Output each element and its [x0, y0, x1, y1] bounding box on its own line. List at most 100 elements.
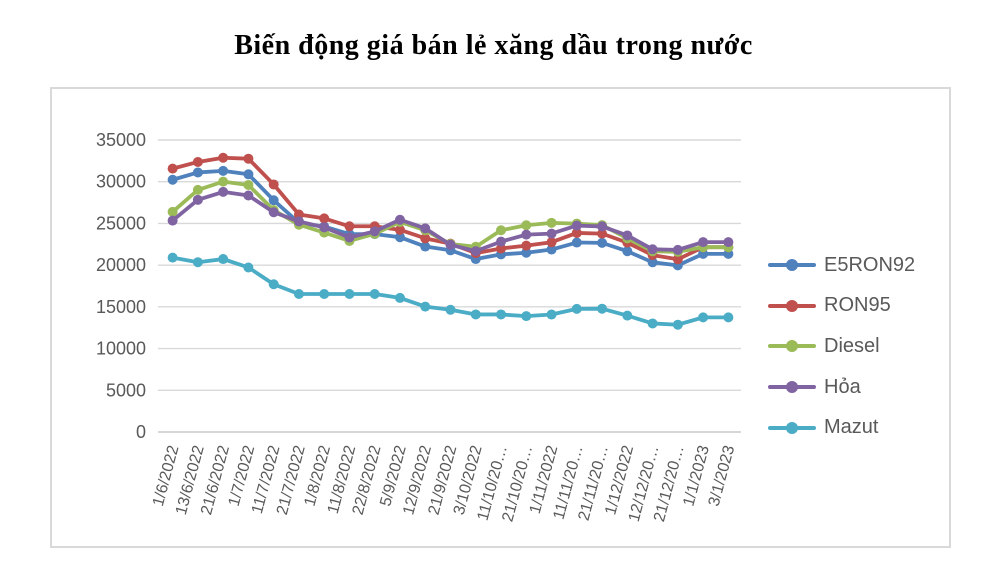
y-tick-label: 20000 — [96, 255, 146, 275]
data-point-Mazut — [647, 318, 658, 329]
data-point-Hỏa — [369, 226, 380, 237]
data-point-Mazut — [622, 310, 633, 321]
legend-item-Mazut: Mazut — [768, 416, 878, 440]
data-point-Hỏa — [571, 220, 582, 231]
legend-marker-icon — [768, 375, 816, 399]
data-point-Diesel — [521, 220, 532, 231]
data-point-Mazut — [369, 289, 380, 300]
data-point-Mazut — [293, 289, 304, 300]
data-point-RON95 — [571, 227, 582, 238]
data-point-Diesel — [192, 184, 203, 195]
data-point-E5RON92 — [546, 244, 557, 255]
data-point-Hỏa — [420, 223, 431, 234]
data-point-E5RON92 — [622, 246, 633, 257]
data-point-RON95 — [344, 221, 355, 232]
data-point-Hỏa — [293, 216, 304, 227]
data-point-Mazut — [167, 252, 178, 263]
data-point-E5RON92 — [394, 232, 405, 243]
y-tick-label: 15000 — [96, 297, 146, 317]
data-point-Hỏa — [597, 221, 608, 232]
data-point-RON95 — [546, 237, 557, 248]
data-point-Diesel — [167, 206, 178, 217]
data-point-Hỏa — [319, 222, 330, 233]
legend-label: Mazut — [824, 416, 879, 439]
legend-item-RON95: RON95 — [768, 294, 891, 318]
y-tick-label: 35000 — [96, 130, 146, 150]
data-point-Hỏa — [672, 244, 683, 255]
data-point-RON95 — [243, 153, 254, 164]
data-point-Hỏa — [344, 232, 355, 243]
data-point-RON95 — [167, 163, 178, 174]
data-point-E5RON92 — [218, 165, 229, 176]
data-point-Mazut — [470, 309, 481, 320]
data-point-Diesel — [243, 179, 254, 190]
y-tick-label: 5000 — [106, 380, 146, 400]
data-point-RON95 — [268, 179, 279, 190]
data-point-Diesel — [546, 217, 557, 228]
legend-marker-icon — [768, 294, 816, 318]
legend-item-Diesel: Diesel — [768, 334, 880, 358]
data-point-Mazut — [571, 303, 582, 314]
data-point-E5RON92 — [268, 195, 279, 206]
data-point-Hỏa — [243, 190, 254, 201]
data-point-Mazut — [445, 304, 456, 315]
data-point-E5RON92 — [420, 241, 431, 252]
legend-label: E5RON92 — [824, 253, 916, 276]
data-point-E5RON92 — [647, 257, 658, 268]
data-point-RON95 — [293, 209, 304, 220]
data-point-RON95 — [394, 224, 405, 235]
y-tick-label: 10000 — [96, 339, 146, 359]
data-point-E5RON92 — [521, 247, 532, 258]
data-point-Mazut — [319, 289, 330, 300]
legend-label: RON95 — [824, 294, 891, 317]
data-point-Mazut — [218, 254, 229, 265]
data-point-Mazut — [243, 262, 254, 273]
data-point-Mazut — [546, 309, 557, 320]
data-point-RON95 — [597, 228, 608, 239]
legend-marker-icon — [768, 416, 816, 440]
data-point-Mazut — [672, 319, 683, 330]
data-point-Mazut — [192, 257, 203, 268]
legend-marker-icon — [768, 334, 816, 358]
data-point-Hỏa — [394, 214, 405, 225]
data-point-Mazut — [268, 279, 279, 290]
data-point-E5RON92 — [167, 174, 178, 185]
data-point-RON95 — [496, 243, 507, 254]
data-point-Hỏa — [521, 229, 532, 240]
y-tick-label: 25000 — [96, 213, 146, 233]
data-point-RON95 — [521, 240, 532, 251]
data-point-Mazut — [394, 292, 405, 303]
data-point-Hỏa — [192, 194, 203, 205]
data-point-Hỏa — [470, 246, 481, 257]
data-point-Hỏa — [698, 237, 709, 248]
data-point-Hỏa — [268, 207, 279, 218]
data-point-Diesel — [496, 225, 507, 236]
data-point-Hỏa — [218, 186, 229, 197]
legend-marker-icon — [768, 253, 816, 277]
data-point-Mazut — [344, 289, 355, 300]
data-point-Mazut — [597, 303, 608, 314]
chart-legend: E5RON92 RON95 Diesel Hỏa Mazut — [768, 0, 948, 576]
data-point-Hỏa — [546, 228, 557, 239]
data-point-Mazut — [723, 312, 734, 323]
data-point-E5RON92 — [597, 237, 608, 248]
data-point-RON95 — [420, 233, 431, 244]
data-point-E5RON92 — [243, 169, 254, 180]
data-point-RON95 — [218, 152, 229, 163]
legend-label: Hỏa — [824, 375, 861, 398]
data-point-Hỏa — [647, 244, 658, 255]
data-point-Mazut — [521, 311, 532, 322]
chart-title: Biến động giá bán lẻ xăng dầu trong nước — [234, 30, 753, 61]
data-point-Hỏa — [445, 239, 456, 250]
data-point-Diesel — [218, 176, 229, 187]
data-point-E5RON92 — [571, 237, 582, 248]
data-point-RON95 — [192, 156, 203, 167]
legend-item-Hỏa: Hỏa — [768, 375, 861, 399]
data-point-RON95 — [672, 254, 683, 265]
data-point-RON95 — [319, 213, 330, 224]
data-point-Mazut — [420, 301, 431, 312]
data-point-Hỏa — [496, 236, 507, 247]
data-point-Mazut — [698, 312, 709, 323]
legend-item-E5RON92: E5RON92 — [768, 253, 915, 277]
